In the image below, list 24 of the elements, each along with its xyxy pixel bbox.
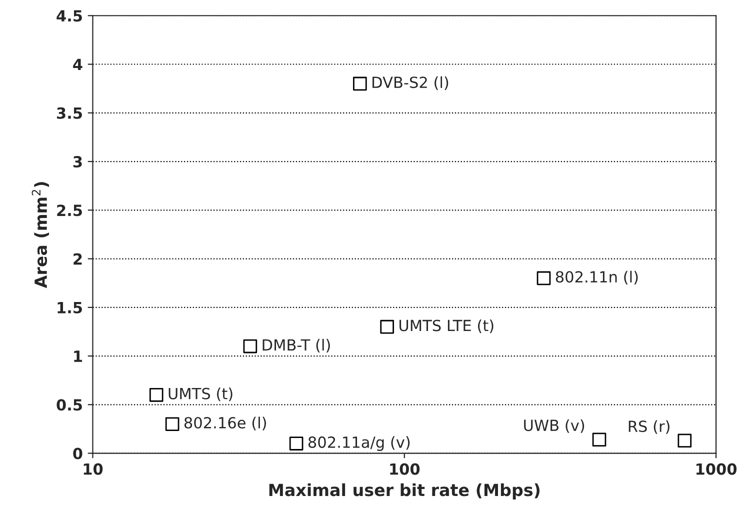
annotation: 802.16e (l) (184, 416, 266, 430)
y-tick-label: 1 (74, 350, 82, 362)
y-tick-label: 2.5 (57, 204, 82, 216)
annotation: DVB-S2 (l) (372, 76, 448, 90)
y-tick-label: 3.5 (56, 107, 82, 119)
x-axis-title: Maximal user bit rate (Mbps) (269, 483, 540, 500)
y-tick-label: 4.5 (56, 10, 82, 22)
y-axis-title: Area (mm$^{2}$) (32, 182, 50, 288)
x-tick-label: 10 (84, 463, 103, 475)
x-tick-label: 1000 (696, 463, 737, 475)
annotation: UWB (v) (524, 419, 584, 433)
y-tick-label: 0.5 (56, 399, 82, 411)
y-tick-label: 4 (73, 58, 82, 70)
annotation: RS (r) (628, 420, 670, 434)
y-tick-label: 1.5 (58, 302, 82, 314)
y-tick-label: 2 (74, 253, 82, 265)
annotation: 802.11n (l) (556, 270, 638, 284)
annotation: UMTS (t) (168, 388, 232, 402)
annotation: UMTS LTE (t) (400, 319, 494, 334)
y-tick-label: 0 (73, 448, 82, 460)
y-tick-label: 3 (73, 156, 82, 168)
annotation: 802.11a/g (v) (308, 436, 410, 451)
x-tick-label: 100 (390, 463, 420, 475)
annotation: DMB-T (l) (262, 338, 330, 353)
